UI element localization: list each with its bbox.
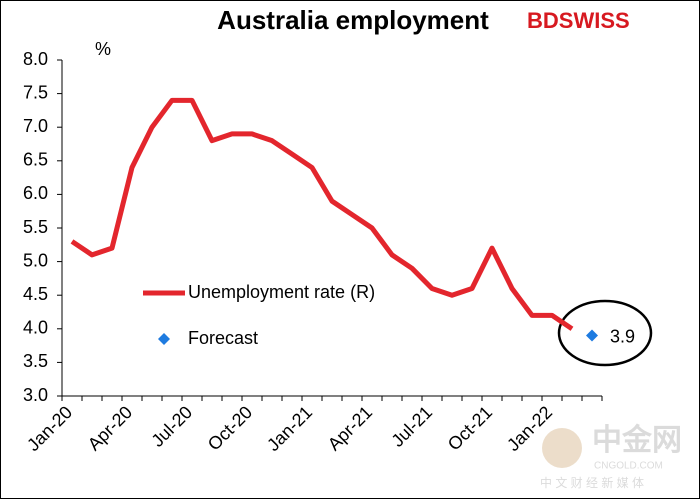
highlight-ellipse [557, 299, 653, 367]
watermark-tagline: 中 文 财 经 新 媒 体 [540, 475, 644, 490]
watermark-site: CNGOLD.COM [594, 461, 663, 472]
y-tick-label: 5.0 [23, 250, 48, 270]
watermark: 中金网 CNGOLD.COM 中 文 财 经 新 媒 体 [540, 423, 682, 490]
y-tick-label: 6.0 [23, 183, 48, 203]
y-tick-label: 3.5 [23, 351, 48, 371]
watermark-icon [542, 428, 582, 468]
y-tick-label: 4.5 [23, 284, 48, 304]
legend-swatch [158, 333, 170, 345]
y-tick-label: 7.0 [23, 116, 48, 136]
y-tick-label: 4.0 [23, 318, 48, 338]
watermark-name: 中金网 [592, 423, 682, 457]
forecast-marker [586, 329, 598, 342]
chart-title: Australia employment [217, 5, 489, 35]
y-tick-label: 8.0 [23, 49, 48, 69]
legend-label: Forecast [188, 328, 258, 348]
y-tick-label: 3.0 [23, 385, 48, 405]
legend-label: Unemployment rate (R) [188, 282, 375, 302]
logo: BDSWISS [527, 8, 630, 33]
line-series [70, 97, 574, 331]
y-tick-label: 7.5 [23, 82, 48, 102]
data-label: 3.9 [610, 326, 635, 346]
y-tick-label: 6.5 [23, 150, 48, 170]
y-axis-label: % [95, 39, 111, 59]
y-tick-label: 5.5 [23, 217, 48, 237]
